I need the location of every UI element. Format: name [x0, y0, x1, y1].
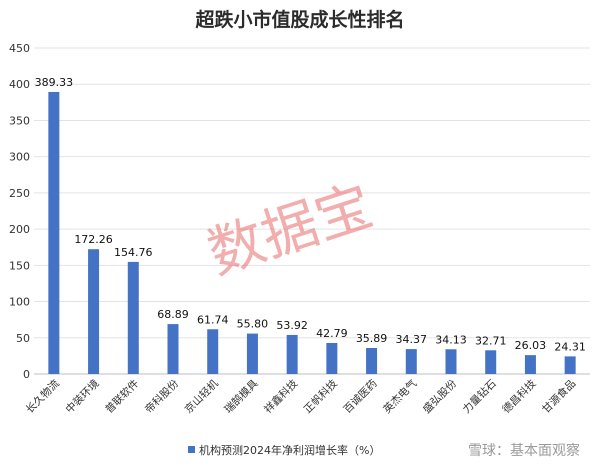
y-tick-label: 350: [9, 114, 30, 127]
data-label: 34.37: [396, 333, 428, 346]
data-label: 55.80: [237, 318, 269, 331]
x-tick-label: 正帆科技: [301, 377, 340, 416]
bar: [48, 91, 60, 375]
watermark: 数据宝: [200, 174, 380, 288]
legend-label: 机构预测2024年净利润增长率（%）: [199, 443, 380, 457]
x-tick-label: 中装环境: [63, 377, 102, 416]
y-tick-label: 0: [23, 368, 30, 381]
x-tick-label: 甘源食品: [539, 377, 578, 416]
legend: 机构预测2024年净利润增长率（%）: [188, 443, 380, 457]
bar: [405, 349, 417, 374]
x-tick-label: 长久物流: [23, 377, 62, 416]
data-label: 172.26: [74, 233, 113, 246]
x-tick-label: 京山轻机: [182, 377, 221, 416]
x-tick-label: 祥鑫科技: [261, 377, 300, 416]
bar: [246, 333, 258, 374]
data-label: 53.92: [276, 319, 308, 332]
x-tick-label: 盛弘股份: [420, 377, 459, 416]
bar: [366, 347, 378, 374]
chart-title: 超跌小市值股成长性排名: [194, 8, 404, 31]
data-label: 24.31: [554, 340, 586, 353]
data-label: 154.76: [114, 246, 153, 259]
y-tick-label: 150: [9, 259, 30, 272]
x-tick-label: 英杰电气: [381, 377, 420, 416]
bar: [445, 349, 457, 374]
y-tick-label: 100: [9, 296, 30, 309]
y-axis: 0 50 100 150 200 250 300 350 400 450: [9, 42, 30, 381]
data-label: 35.89: [356, 332, 388, 345]
credit-text: 雪球：基本面观察: [468, 442, 580, 459]
data-label: 61.74: [197, 313, 229, 326]
y-tick-label: 450: [9, 42, 30, 55]
data-label: 34.13: [435, 333, 467, 346]
x-tick-label: 德昌科技: [500, 377, 539, 416]
data-label: 32.71: [475, 334, 507, 347]
y-tick-label: 250: [9, 187, 30, 200]
data-label: 68.89: [157, 308, 189, 321]
bar: [167, 324, 179, 374]
bar: [207, 329, 219, 374]
y-tick-label: 50: [16, 332, 30, 345]
bar: [485, 350, 497, 374]
x-tick-label: 百诚医药: [342, 378, 380, 416]
bar: [88, 249, 100, 374]
data-label: 42.79: [316, 327, 348, 340]
y-tick-label: 300: [9, 151, 30, 164]
legend-swatch: [188, 446, 195, 453]
data-label: 26.03: [515, 339, 547, 352]
gridlines: [34, 47, 590, 375]
bar: [564, 356, 576, 374]
x-tick-label: 帝科股份: [142, 377, 181, 416]
y-tick-label: 200: [9, 223, 30, 236]
bars: [48, 91, 576, 375]
credit: 雪球：基本面观察: [468, 442, 580, 459]
x-axis: 长久物流 中装环境 普联软件 帝科股份 京山轻机 瑞鹄模具 祥鑫科技 正帆科技 百诚医药 英杰电气…: [23, 377, 578, 416]
x-tick-label: 瑞鹄模具: [222, 377, 261, 416]
bar: [326, 343, 338, 374]
x-tick-label: 力量钻石: [460, 377, 499, 416]
data-label: 389.33: [35, 76, 74, 89]
x-tick-label: 普联软件: [103, 377, 142, 416]
bar: [127, 261, 139, 374]
y-tick-label: 400: [9, 78, 30, 91]
bar: [524, 355, 536, 374]
bar: [286, 334, 298, 374]
